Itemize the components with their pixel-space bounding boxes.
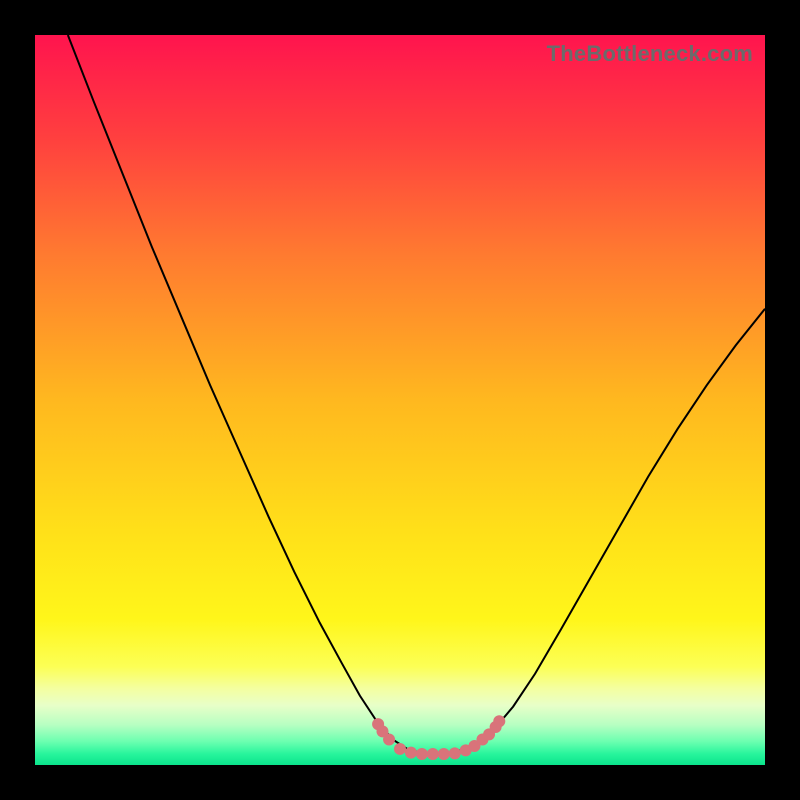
marker-dot [438,748,450,760]
marker-dot [493,715,505,727]
plot-area: TheBottleneck.com [35,35,765,765]
marker-group [372,715,505,760]
bottleneck-curve [68,35,765,754]
marker-dot [394,743,406,755]
curve-layer [35,35,765,765]
marker-dot [383,733,395,745]
marker-dot [405,747,417,759]
chart-frame: TheBottleneck.com [0,0,800,800]
marker-dot [449,747,461,759]
marker-dot [416,748,428,760]
marker-dot [427,748,439,760]
